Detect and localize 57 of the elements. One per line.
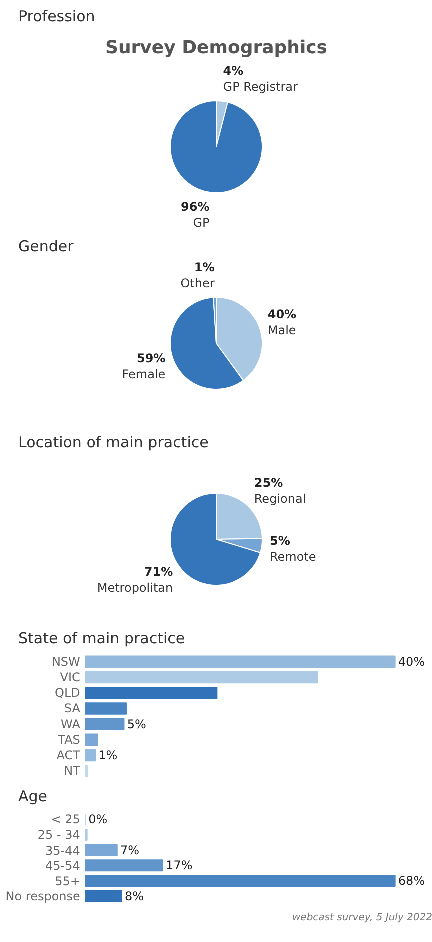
bar [85,765,88,778]
bar [85,718,125,730]
data-label: 17% [166,858,193,873]
slice-label: Male [268,323,296,338]
chart-subtitle: Profession [18,8,96,26]
data-label: 59% [136,352,166,366]
slice-label: GP Registrar [223,80,298,94]
slice-label: Regional [254,492,306,506]
data-label: 1% [98,748,118,763]
chart-title: Survey Demographics [105,38,328,58]
slice-label: Other [180,276,215,290]
y-tick-label: WA [60,717,82,732]
y-tick-label: QLD [55,686,80,700]
slice-label: Female [122,368,166,382]
data-label: 5% [270,534,290,548]
bar [85,656,396,668]
data-label: 71% [144,565,174,580]
slice-label: GP [193,216,210,230]
bar [85,844,118,856]
data-label: 5% [127,717,146,732]
y-tick-label: NT [64,764,82,778]
slice-label: Metropolitan [97,581,174,596]
data-label: 7% [120,843,140,858]
y-tick-label: < 25 [51,812,80,827]
y-tick-label: 25 - 34 [38,828,80,842]
bar [85,686,218,700]
data-label: 8% [125,889,144,904]
bar [85,874,396,887]
y-tick-label: 45-54 [46,859,80,874]
slice-label: Remote [270,550,316,564]
y-tick-label: 35-44 [46,844,80,858]
y-tick-label: SA [64,702,82,716]
bar [85,734,98,746]
bar [85,890,122,902]
data-label: 96% [181,200,210,214]
y-tick-label: 55+ [55,874,80,888]
y-tick-label: TAS [57,732,80,747]
bar [85,671,318,684]
chart-title: Gender [18,238,75,256]
data-label: 25% [254,476,284,490]
chart-title: State of main practice [18,630,186,648]
bar [85,860,164,872]
data-label: 40% [268,307,297,322]
data-label: 0% [88,812,108,827]
bar [85,702,128,715]
data-label: 68% [398,874,426,888]
y-tick-label: NSW [52,654,81,669]
data-label: 1% [194,260,215,274]
chart-title: Location of main practice [18,434,209,452]
data-label: 4% [223,64,244,78]
y-tick-label: No response [6,889,80,904]
y-tick-label: VIC [60,670,80,684]
data-label: 40% [398,654,426,669]
bar [85,749,96,762]
y-tick-label: ACT [56,748,82,763]
text: webcast survey, 5 July 2022 [292,912,432,924]
chart-title: Age [18,788,48,806]
